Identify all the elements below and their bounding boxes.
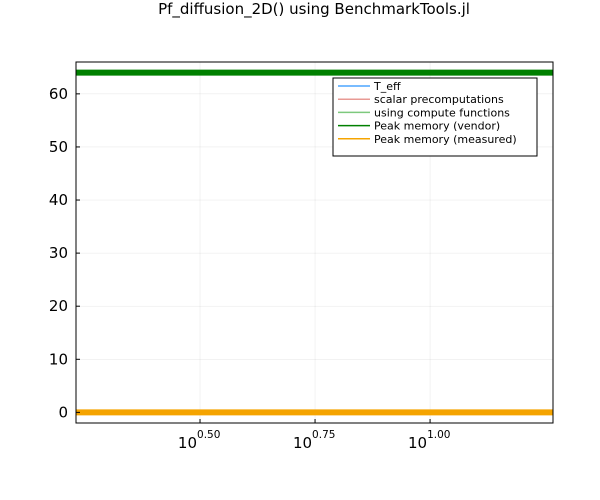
plot-frame [75, 61, 554, 424]
series-layer [76, 69, 553, 416]
x-axis: 10 0.50 10 0.75 10 1.00 [178, 419, 450, 452]
y-tick-label: 60 [49, 85, 68, 103]
x-tick-base: 10 [293, 434, 312, 452]
y-tick-label: 30 [49, 244, 68, 262]
grid [76, 62, 553, 423]
chart-title: Pf_diffusion_2D() using BenchmarkTools.j… [158, 0, 470, 19]
x-tick-exponent: 0.50 [197, 429, 220, 441]
x-tick-exponent: 1.00 [427, 429, 450, 441]
legend-label: Peak memory (vendor) [374, 120, 500, 133]
legend-label: Peak memory (measured) [374, 133, 517, 146]
legend-label: using compute functions [374, 106, 510, 119]
y-axis: 0 10 20 30 40 50 60 [49, 85, 80, 421]
y-tick-label: 0 [58, 403, 68, 421]
legend-label: scalar precomputations [374, 93, 504, 106]
x-tick-label: 10 0.75 [293, 429, 335, 452]
x-tick-base: 10 [408, 434, 427, 452]
legend-label: T_eff [373, 80, 401, 93]
y-tick-label: 50 [49, 138, 68, 156]
x-tick-base: 10 [178, 434, 197, 452]
x-tick-label: 10 1.00 [408, 429, 450, 452]
x-tick-exponent: 0.75 [312, 429, 335, 441]
y-tick-label: 40 [49, 191, 68, 209]
y-tick-label: 20 [49, 297, 68, 315]
legend-box [332, 77, 538, 157]
x-tick-label: 10 0.50 [178, 429, 220, 452]
y-tick-label: 10 [49, 350, 68, 368]
